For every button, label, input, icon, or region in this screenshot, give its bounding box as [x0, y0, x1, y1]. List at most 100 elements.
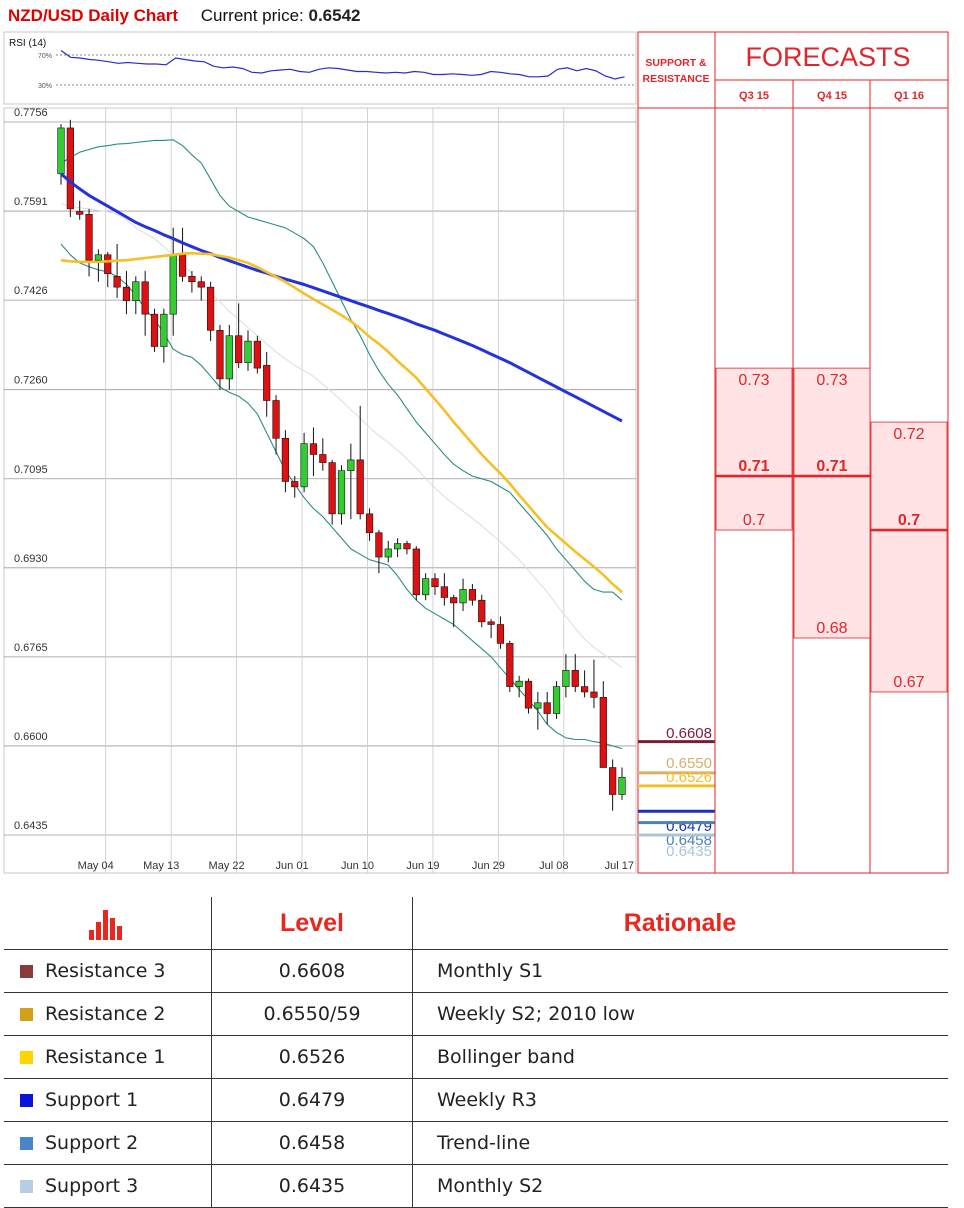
forecast-quarter-label: Q1 16 — [894, 90, 924, 102]
rsi-lower-label: 30% — [38, 83, 52, 90]
candle — [85, 208, 93, 277]
level-color-swatch — [20, 1094, 33, 1107]
candle — [76, 200, 84, 220]
forecast-mid-label: 0.7 — [898, 512, 920, 529]
candle — [496, 616, 505, 649]
levels-header-level: Level — [211, 897, 413, 950]
candle — [337, 465, 346, 525]
forecast-column: Q4 15 0.73 0.71 0.68 — [793, 90, 871, 639]
candle — [393, 538, 402, 558]
price-chart: RSI (14) 70% 30% 0.7756 0.7591 0.7426 0.726… — [3, 31, 949, 874]
y-tick-label: 0.7756 — [14, 107, 48, 119]
rsi-line — [60, 50, 625, 80]
candle — [207, 281, 215, 342]
candle — [365, 508, 374, 541]
bar-chart-icon — [89, 910, 122, 940]
candle — [309, 427, 318, 477]
x-tick-label: May 04 — [78, 860, 114, 872]
candle — [459, 578, 467, 612]
x-tick-label: Jul 17 — [605, 860, 634, 872]
y-tick-label: 0.7095 — [14, 464, 48, 476]
levels-header-rationale: Rationale — [412, 897, 948, 950]
candle — [384, 540, 392, 563]
levels-row: Resistance 2 0.6550/59 Weekly S2; 2010 low — [4, 992, 948, 1036]
forecast-low-label: 0.67 — [893, 674, 924, 691]
candle — [487, 619, 495, 638]
forecast-column: Q3 15 0.73 0.71 0.7 — [715, 90, 793, 531]
level-color-swatch — [20, 965, 33, 978]
candle — [534, 691, 542, 730]
svg-text:0.6435: 0.6435 — [666, 843, 712, 860]
candle — [141, 270, 149, 336]
x-tick-label: May 13 — [143, 860, 179, 872]
y-tick-label: 0.6600 — [14, 731, 48, 743]
forecast-high-label: 0.72 — [893, 426, 924, 443]
candle — [94, 249, 102, 282]
levels-row: Support 3 0.6435 Monthly S2 — [4, 1164, 948, 1208]
levels-row: Resistance 3 0.6608 Monthly S1 — [4, 949, 948, 993]
svg-text:0.6526: 0.6526 — [666, 769, 712, 786]
candle — [562, 654, 570, 698]
level-rationale: Trend-line — [412, 1121, 948, 1165]
forecasts-title: FORECASTS — [745, 42, 910, 72]
candle — [160, 308, 168, 363]
level-color-swatch — [20, 1008, 33, 1021]
level-rationale: Bollinger band — [412, 1035, 948, 1079]
candle — [524, 678, 533, 714]
level-value: 0.6608 — [211, 949, 413, 993]
rsi-label: RSI (14) — [9, 38, 46, 49]
candle — [571, 654, 579, 692]
chart-title: NZD/USD Daily Chart — [8, 6, 179, 25]
forecasts-panel: FORECASTS Q3 15 0.73 0.71 0.7 Q4 15 0.73 0.71 0… — [714, 31, 949, 874]
candle — [235, 303, 243, 369]
candle — [580, 670, 589, 698]
candle — [422, 573, 430, 601]
candle — [515, 675, 523, 698]
x-tick-label: Jun 10 — [341, 860, 374, 872]
rsi-panel: RSI (14) 70% 30% — [3, 31, 637, 105]
level-name: Support 1 — [4, 1078, 212, 1122]
candle — [478, 594, 486, 628]
candle — [300, 432, 308, 493]
level-rationale: Monthly S2 — [412, 1164, 948, 1208]
candle — [506, 640, 514, 692]
levels-row: Support 1 0.6479 Weekly R3 — [4, 1078, 948, 1122]
current-price-label: Current price: — [200, 6, 304, 25]
y-tick-label: 0.6435 — [14, 820, 48, 832]
y-tick-label: 0.7260 — [14, 375, 48, 387]
bollinger-middle — [60, 203, 623, 669]
sr-header-line1: SUPPORT & — [645, 57, 707, 69]
level-color-swatch — [20, 1137, 33, 1150]
candle — [188, 270, 196, 293]
candle — [356, 405, 364, 520]
candle — [431, 573, 439, 595]
candle — [150, 308, 159, 352]
y-tick-label: 0.6930 — [14, 553, 48, 565]
forecast-column: Q1 16 0.72 0.7 0.67 — [870, 90, 948, 693]
forecast-range-box — [870, 421, 948, 693]
candle — [104, 252, 112, 288]
level-rationale: Weekly S2; 2010 low — [412, 992, 948, 1036]
candle — [450, 594, 458, 628]
bollinger-band-line — [60, 139, 623, 601]
svg-text:0.6608: 0.6608 — [666, 725, 712, 742]
sr-level: 0.6550 — [638, 755, 715, 775]
candle — [440, 573, 448, 606]
candle — [263, 351, 271, 417]
level-color-swatch — [20, 1051, 33, 1064]
candle — [599, 681, 607, 768]
candle — [347, 443, 355, 520]
candle — [412, 546, 420, 601]
sr-header-line2: RESISTANCE — [643, 73, 710, 85]
sr-level: 0.6435 — [638, 833, 715, 860]
levels-header-icon-cell — [4, 897, 212, 950]
candle — [319, 438, 327, 471]
forecast-high-label: 0.73 — [738, 372, 769, 389]
levels-row: Resistance 1 0.6526 Bollinger band — [4, 1035, 948, 1079]
level-value: 0.6479 — [211, 1078, 413, 1122]
level-name: Resistance 1 — [4, 1035, 212, 1079]
x-tick-label: Jun 01 — [276, 860, 309, 872]
level-color-swatch — [20, 1180, 33, 1193]
forecast-low-label: 0.68 — [816, 620, 847, 637]
